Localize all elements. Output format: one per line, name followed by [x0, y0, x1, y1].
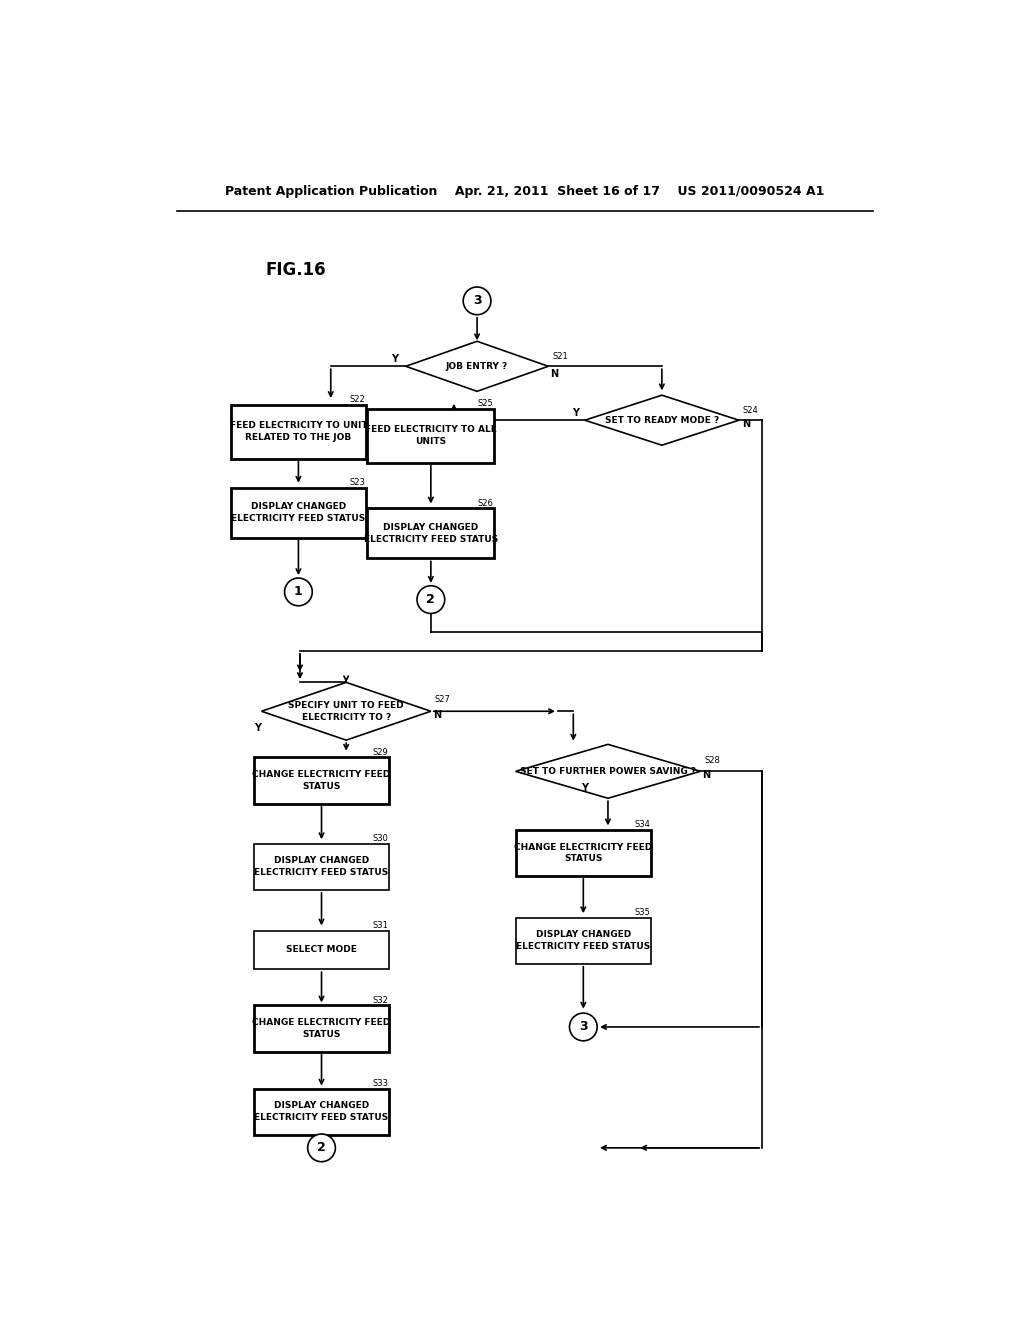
Bar	[516, 830, 650, 876]
Text: Y: Y	[572, 408, 580, 417]
Text: FIG.16: FIG.16	[265, 261, 326, 279]
Text: S21: S21	[552, 352, 568, 360]
Text: N: N	[550, 370, 558, 379]
Text: DISPLAY CHANGED
ELECTRICITY FEED STATUS: DISPLAY CHANGED ELECTRICITY FEED STATUS	[364, 523, 498, 544]
Text: N: N	[742, 418, 751, 429]
Text: 1: 1	[294, 585, 303, 598]
Text: Y: Y	[391, 354, 397, 363]
Circle shape	[569, 1014, 597, 1040]
Bar	[516, 917, 650, 964]
Text: S26: S26	[478, 499, 494, 508]
Text: Y: Y	[582, 783, 589, 793]
Bar	[231, 487, 366, 537]
Text: SELECT MODE: SELECT MODE	[286, 945, 357, 954]
Text: FEED ELECTRICITY TO UNIT
RELATED TO THE JOB: FEED ELECTRICITY TO UNIT RELATED TO THE …	[229, 421, 368, 442]
Bar	[254, 1089, 389, 1135]
Text: S32: S32	[373, 995, 388, 1005]
Text: S34: S34	[634, 820, 650, 829]
Text: S29: S29	[373, 747, 388, 756]
Text: SET TO FURTHER POWER SAVING ?: SET TO FURTHER POWER SAVING ?	[520, 767, 696, 776]
Text: FEED ELECTRICITY TO ALL
UNITS: FEED ELECTRICITY TO ALL UNITS	[366, 425, 497, 446]
Text: SET TO READY MODE ?: SET TO READY MODE ?	[605, 416, 719, 425]
Text: DISPLAY CHANGED
ELECTRICITY FEED STATUS: DISPLAY CHANGED ELECTRICITY FEED STATUS	[231, 502, 366, 523]
Circle shape	[417, 586, 444, 614]
Bar	[254, 931, 389, 969]
Text: CHANGE ELECTRICITY FEED
STATUS: CHANGE ELECTRICITY FEED STATUS	[514, 842, 652, 863]
Text: N: N	[433, 710, 441, 721]
Text: SPECIFY UNIT TO FEED
ELECTRICITY TO ?: SPECIFY UNIT TO FEED ELECTRICITY TO ?	[289, 701, 404, 722]
Circle shape	[285, 578, 312, 606]
Text: N: N	[702, 770, 711, 780]
Bar	[254, 1006, 389, 1052]
Bar	[231, 405, 366, 459]
Circle shape	[307, 1134, 336, 1162]
Polygon shape	[406, 342, 548, 391]
Text: S33: S33	[372, 1078, 388, 1088]
Text: 3: 3	[473, 294, 481, 308]
Text: S22: S22	[349, 395, 365, 404]
Text: CHANGE ELECTRICITY FEED
STATUS: CHANGE ELECTRICITY FEED STATUS	[252, 770, 390, 791]
Text: S30: S30	[373, 834, 388, 843]
Text: DISPLAY CHANGED
ELECTRICITY FEED STATUS: DISPLAY CHANGED ELECTRICITY FEED STATUS	[516, 931, 650, 952]
Text: CHANGE ELECTRICITY FEED
STATUS: CHANGE ELECTRICITY FEED STATUS	[252, 1018, 390, 1039]
Text: S23: S23	[349, 478, 365, 487]
Text: S24: S24	[742, 405, 759, 414]
Text: JOB ENTRY ?: JOB ENTRY ?	[445, 362, 508, 371]
Text: S27: S27	[435, 696, 451, 704]
Text: DISPLAY CHANGED
ELECTRICITY FEED STATUS: DISPLAY CHANGED ELECTRICITY FEED STATUS	[254, 1101, 389, 1122]
Bar	[254, 758, 389, 804]
Text: Y: Y	[254, 723, 261, 733]
Polygon shape	[515, 744, 700, 799]
Bar	[254, 843, 389, 890]
Text: Patent Application Publication    Apr. 21, 2011  Sheet 16 of 17    US 2011/00905: Patent Application Publication Apr. 21, …	[225, 185, 824, 198]
Circle shape	[463, 286, 490, 314]
Polygon shape	[261, 682, 431, 741]
Text: DISPLAY CHANGED
ELECTRICITY FEED STATUS: DISPLAY CHANGED ELECTRICITY FEED STATUS	[254, 857, 389, 878]
Polygon shape	[585, 395, 739, 445]
Text: 2: 2	[426, 593, 435, 606]
Text: S35: S35	[634, 908, 650, 917]
Bar	[368, 508, 495, 558]
Text: S28: S28	[705, 756, 720, 766]
Text: 3: 3	[579, 1020, 588, 1034]
Text: S25: S25	[478, 399, 494, 408]
Text: S31: S31	[373, 921, 388, 929]
Text: 2: 2	[317, 1142, 326, 1155]
Bar	[368, 409, 495, 462]
